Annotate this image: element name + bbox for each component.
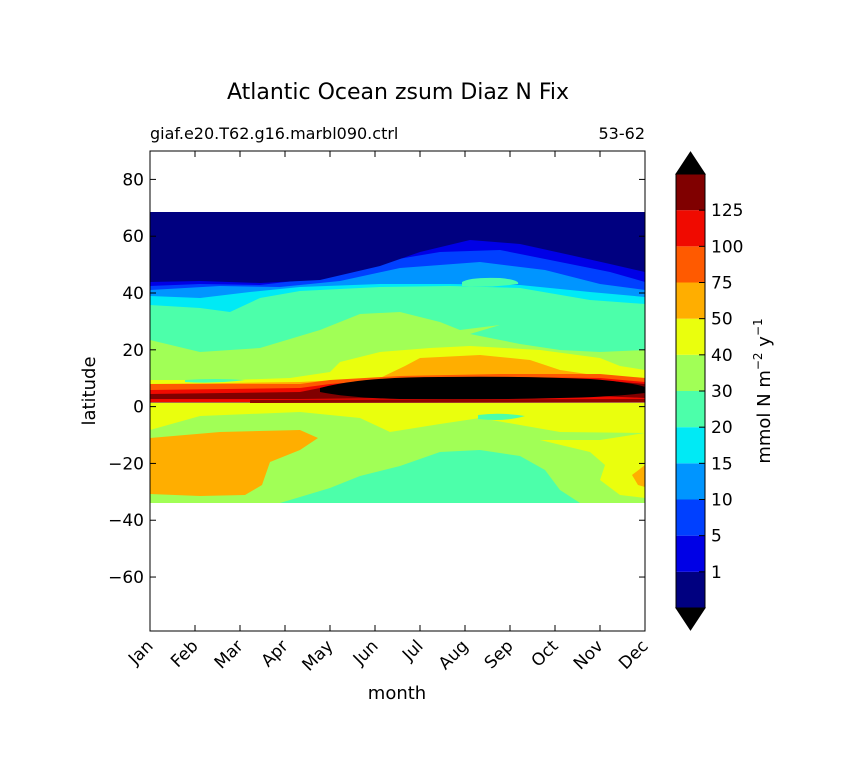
- x-tick-label: Jan: [124, 636, 157, 669]
- colorbar-tick-label: 40: [711, 346, 733, 366]
- plot-area-frame: [149, 150, 646, 632]
- x-tick-label: Sep: [481, 636, 518, 673]
- colorbar-tick-label: 30: [711, 382, 733, 402]
- x-tick-label: Jun: [349, 636, 383, 670]
- colorbar-label-main: mmol N m: [754, 370, 775, 464]
- x-tick-label: Dec: [615, 636, 652, 673]
- contour-level-50-75-south-right: [632, 465, 645, 487]
- colorbar-tick-label: 5: [711, 527, 722, 547]
- colorbar-segment: [676, 246, 705, 283]
- colorbar-segment: [676, 354, 705, 391]
- colorbar-tick-label: 20: [711, 418, 733, 438]
- x-tick-label: Mar: [211, 636, 248, 673]
- y-tick-label: −40: [108, 511, 144, 531]
- x-tick-label: Aug: [435, 636, 473, 674]
- x-tick-label: Apr: [258, 636, 293, 671]
- contour-level-over-max: [320, 376, 645, 400]
- colorbar-extend-bottom: [675, 607, 706, 631]
- y-axis: 80 60 40 20 0 −20 −40 −60: [108, 170, 645, 588]
- colorbar-tick-label: 125: [711, 201, 743, 221]
- chart-title: Atlantic Ocean zsum Diaz N Fix: [227, 80, 569, 105]
- colorbar-label-mid: y: [754, 336, 775, 353]
- contour-island-20-30-north: [462, 277, 519, 287]
- colorbar-segment: [676, 499, 705, 536]
- colorbar-segment: [676, 174, 705, 211]
- colorbar-extend-top: [675, 151, 706, 175]
- colorbar-tick-label: 75: [711, 274, 733, 294]
- colorbar-segment: [676, 571, 705, 608]
- contour-level-0-1: [150, 212, 645, 283]
- y-tick-label: 0: [133, 398, 144, 418]
- y-axis-label: latitude: [79, 356, 100, 425]
- contour-field: [150, 212, 645, 503]
- contour-level-40-50-south-right: [540, 433, 645, 498]
- x-tick-label: Oct: [528, 636, 563, 671]
- x-tick-label: Jul: [398, 636, 427, 665]
- chart-subtitle-right: 53-62: [599, 124, 646, 143]
- x-tick-label: Nov: [570, 636, 608, 674]
- svg-text:mmol N m−2 y−1: mmol N m−2 y−1: [751, 318, 775, 463]
- x-axis-label: month: [368, 683, 426, 704]
- y-tick-label: 20: [122, 341, 144, 361]
- colorbar-tick-label: 1: [711, 563, 722, 583]
- colorbar-segment: [676, 282, 705, 319]
- y-tick-label: −20: [108, 454, 144, 474]
- colorbar-tick-label: 10: [711, 491, 733, 511]
- contour-island-20-30-south: [478, 413, 525, 420]
- contour-equator-strip-red: [150, 399, 645, 403]
- colorbar-tick-label: 50: [711, 310, 733, 330]
- x-tick-label: May: [299, 636, 338, 675]
- colorbar-label: mmol N m−2 y−1: [751, 318, 775, 463]
- colorbar-label-exp2: −1: [751, 318, 765, 336]
- colorbar-segment: [676, 535, 705, 572]
- colorbar-segment: [676, 427, 705, 464]
- colorbar-tick-label: 100: [711, 237, 743, 257]
- x-tick-label: Feb: [167, 636, 202, 671]
- colorbar-segment: [676, 463, 705, 500]
- colorbar-segment: [676, 391, 705, 428]
- y-tick-label: −60: [108, 568, 144, 588]
- y-tick-label: 80: [122, 170, 144, 190]
- colorbar-segment: [676, 210, 705, 247]
- contour-island-20-30-thin: [185, 379, 245, 383]
- colorbar-tick-label: 15: [711, 454, 733, 474]
- contour-level-50-75-south: [150, 430, 318, 496]
- colorbar-label-exp1: −2: [751, 352, 765, 370]
- chart-subtitle-left: giaf.e20.T62.g16.marbl090.ctrl: [150, 124, 398, 143]
- y-tick-label: 40: [122, 284, 144, 304]
- colorbar-segment: [676, 318, 705, 355]
- y-tick-label: 60: [122, 227, 144, 247]
- contour-level-20-30-south: [280, 450, 580, 503]
